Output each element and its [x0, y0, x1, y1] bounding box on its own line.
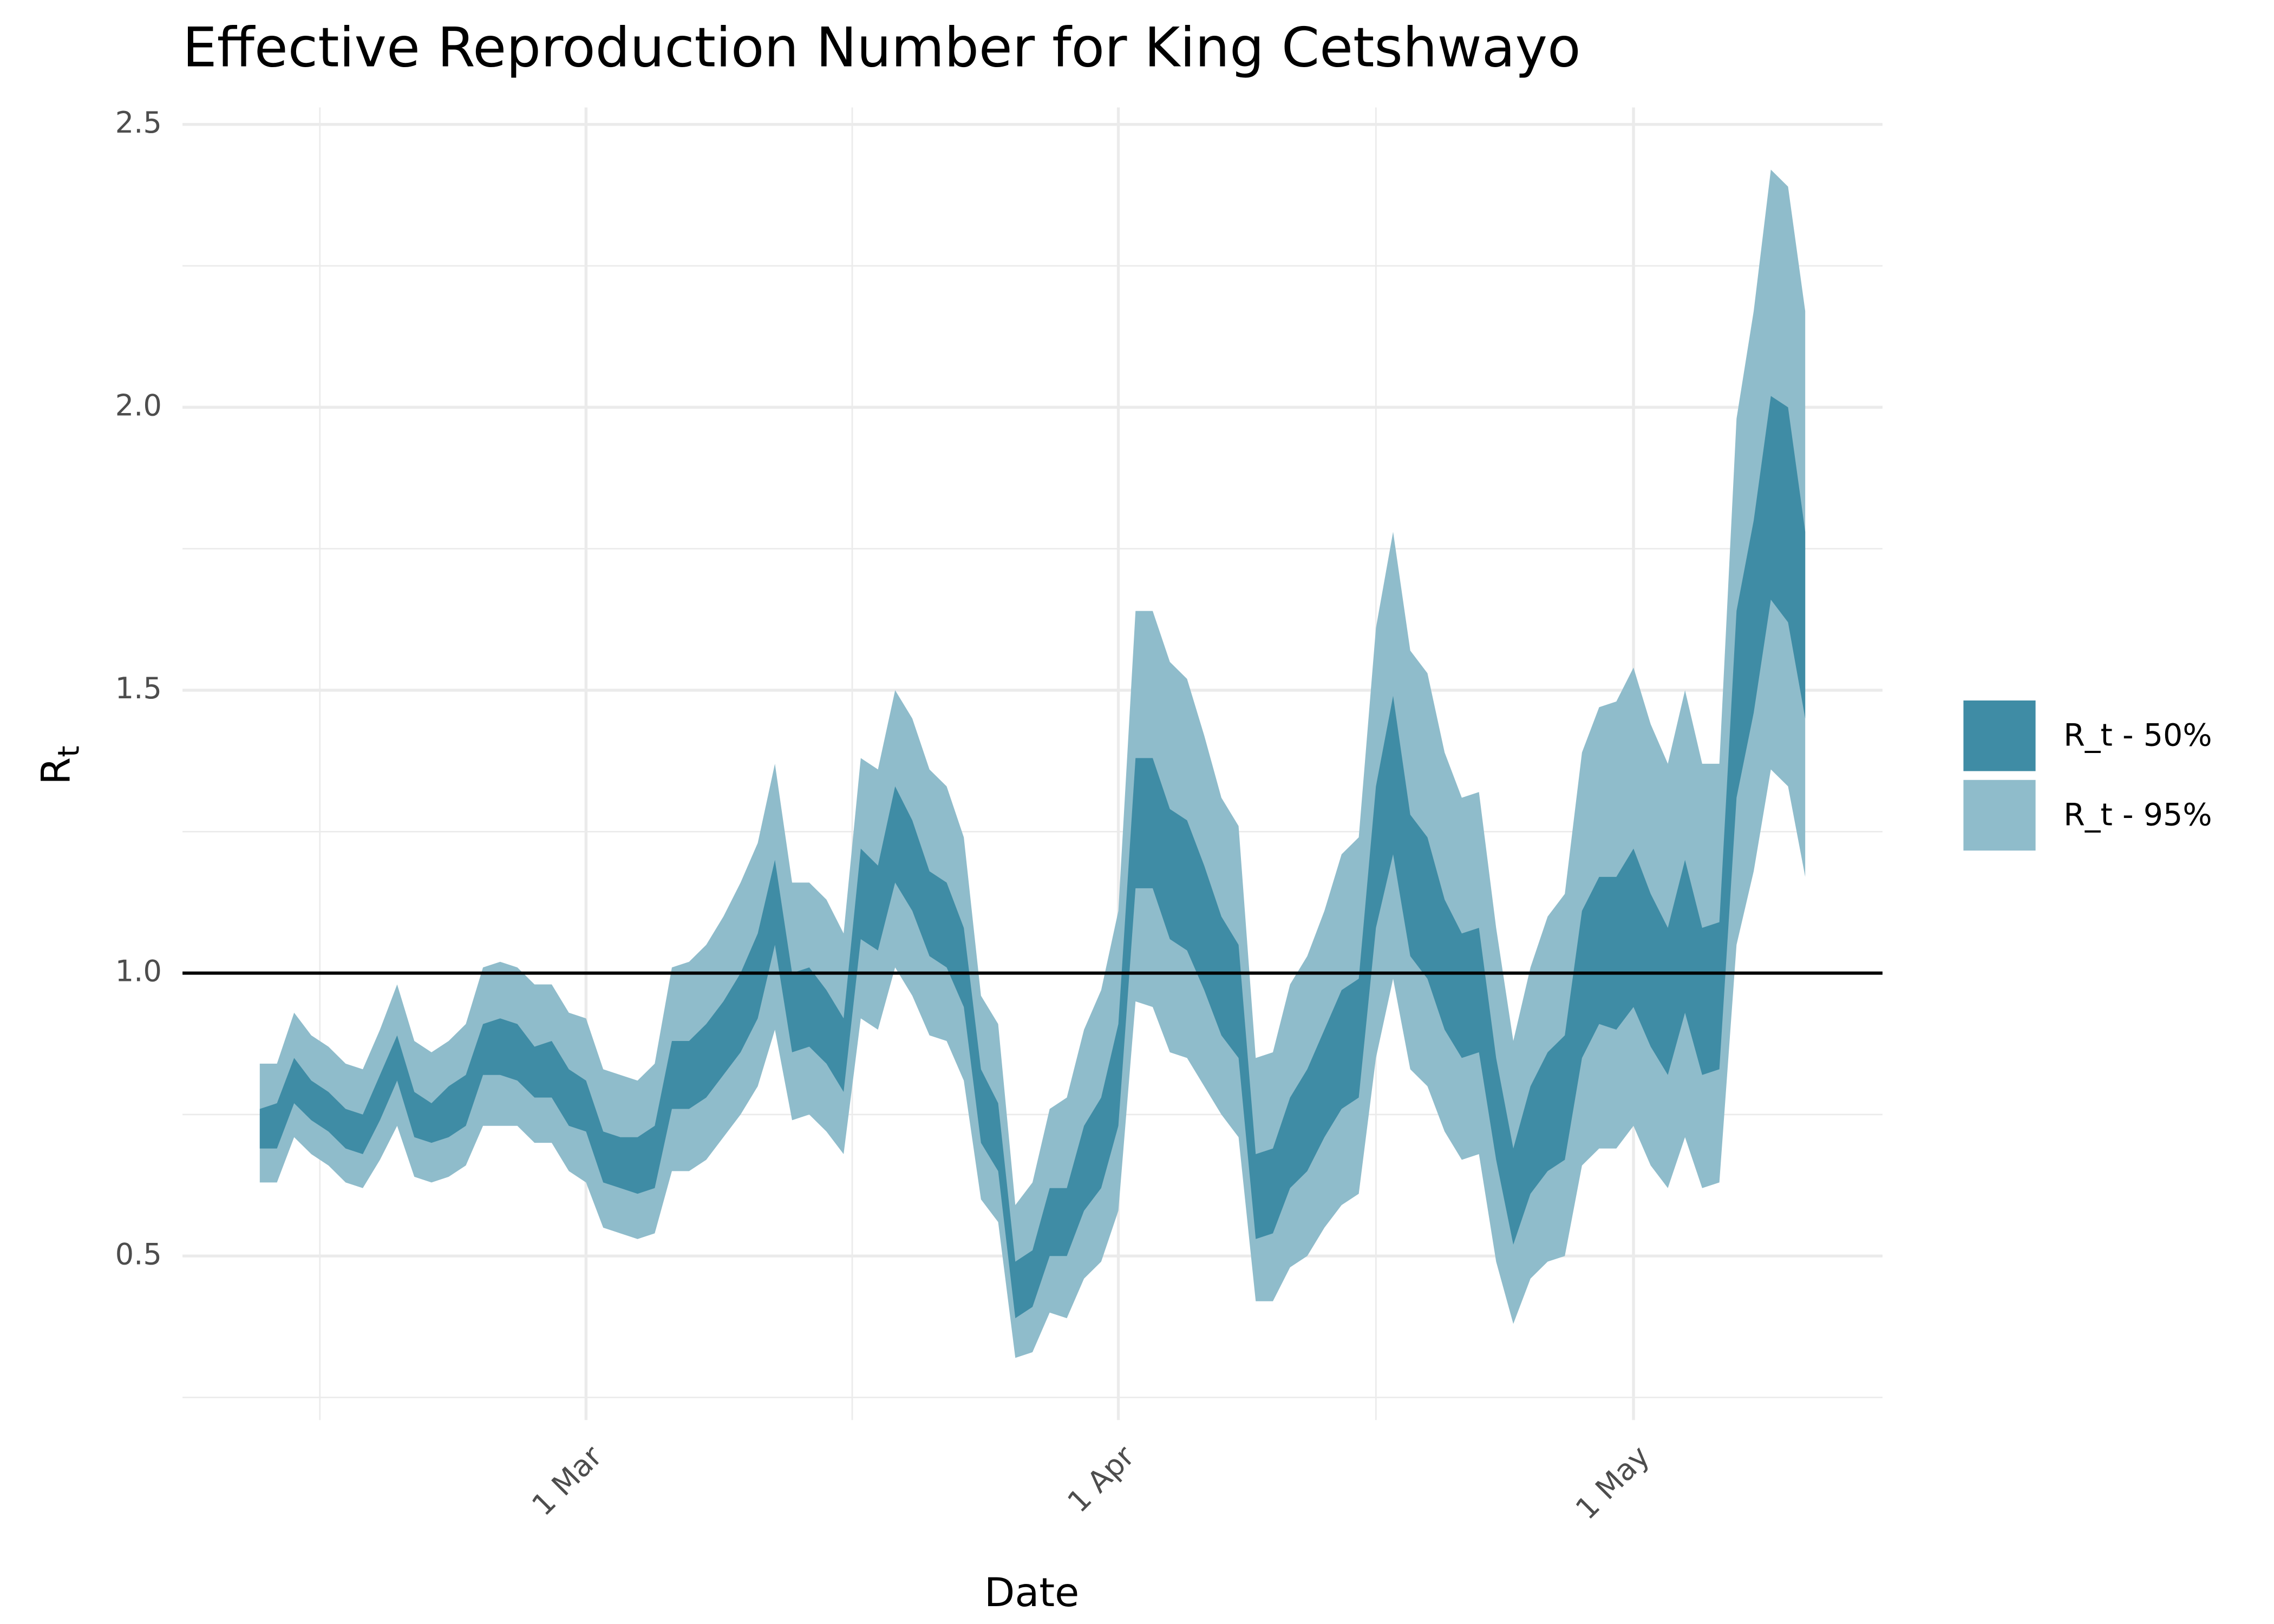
- legend-swatch: [1963, 700, 2036, 771]
- ribbon: [259, 169, 1806, 1358]
- legend: R_t - 50% R_t - 95%: [1963, 700, 2212, 851]
- legend-swatch: [1963, 780, 2036, 851]
- legend-label: R_t - 95%: [2063, 797, 2212, 833]
- plot-area: [182, 169, 1883, 1358]
- y-tick-label: 2.0: [115, 389, 162, 423]
- legend-label: R_t - 50%: [2063, 718, 2212, 754]
- x-tick-label: 1 May: [1569, 1439, 1656, 1526]
- x-tick-label: 1 Mar: [525, 1439, 609, 1522]
- y-tick-label: 1.0: [115, 954, 162, 988]
- y-tick-label: 0.5: [115, 1237, 162, 1271]
- chart-title: Effective Reproduction Number for King C…: [182, 16, 1580, 79]
- y-tick-label: 1.5: [115, 671, 162, 705]
- y-axis-title: Rt: [34, 745, 86, 784]
- x-axis-title: Date: [984, 1570, 1079, 1616]
- y-axis-title-sub: t: [52, 745, 86, 757]
- y-axis-title-main: R: [34, 757, 80, 785]
- y-tick-label: 2.5: [115, 106, 162, 140]
- x-tick-label: 1 Apr: [1061, 1439, 1141, 1519]
